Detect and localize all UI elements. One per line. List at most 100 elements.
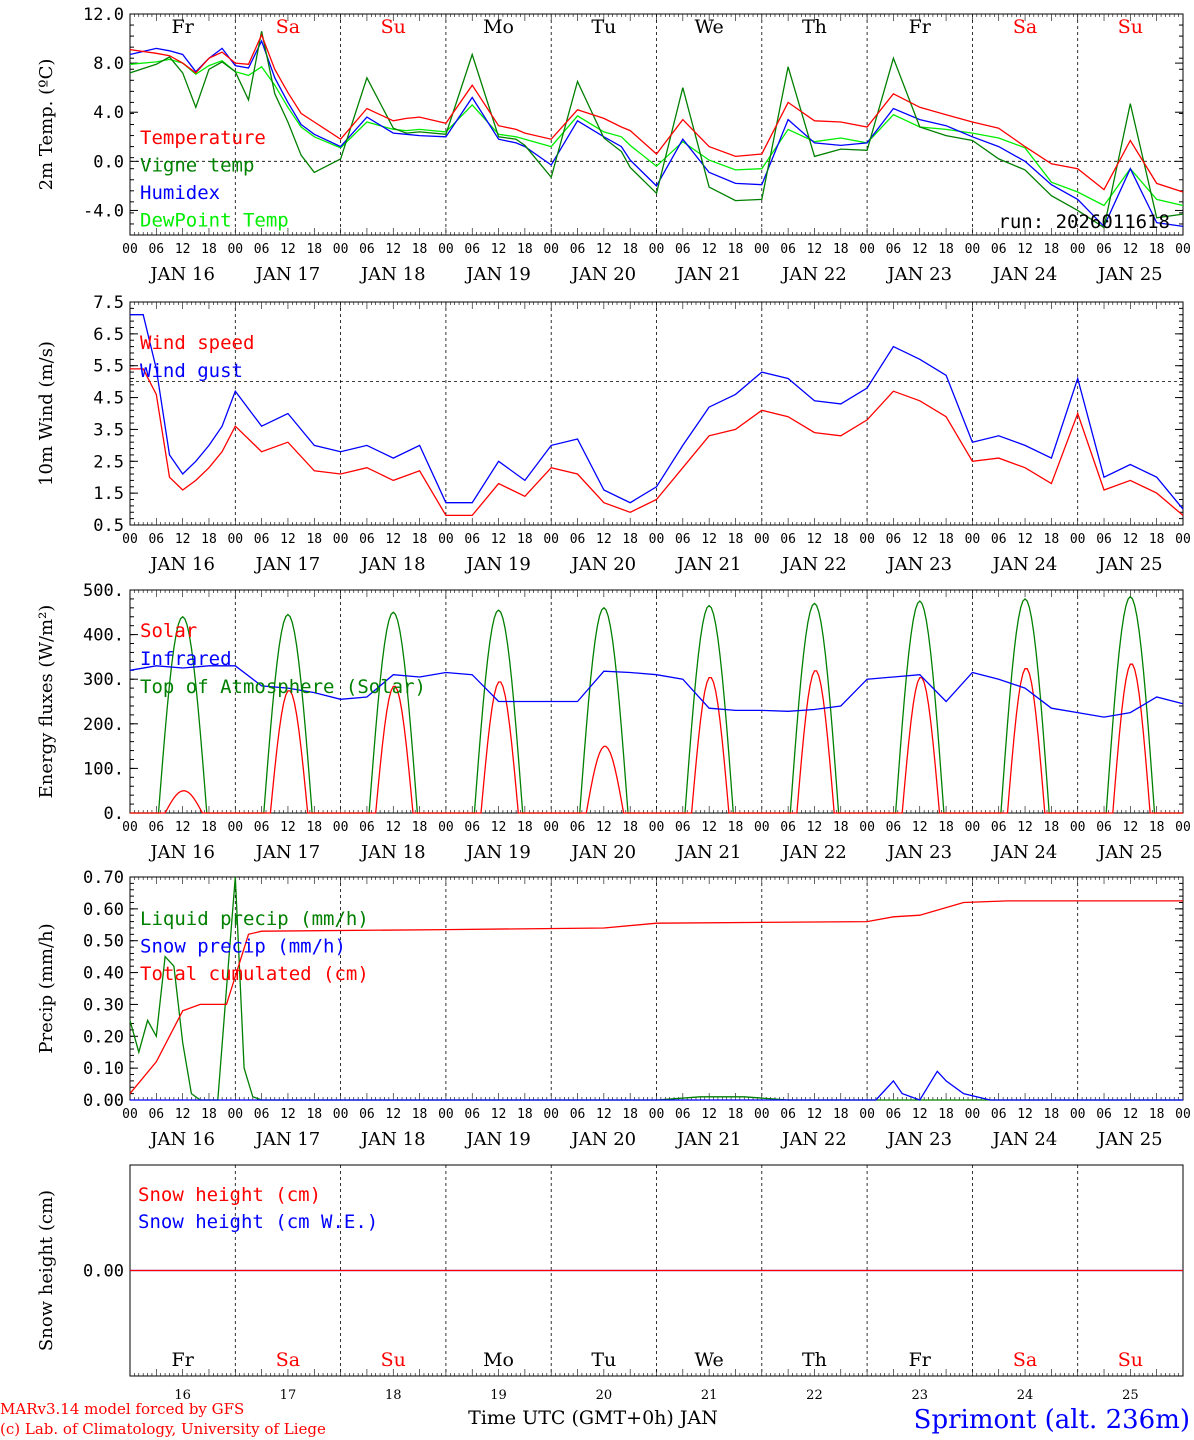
x-date-label: JAN 21	[675, 554, 742, 575]
x-date-label: JAN 18	[359, 264, 426, 285]
x-hour-label: 00	[1175, 820, 1191, 835]
x-date-label: JAN 16	[148, 554, 215, 575]
x-date-label: JAN 20	[570, 554, 637, 575]
y-tick-label: 0.00	[83, 1262, 124, 1282]
x-date-label: JAN 16	[148, 264, 215, 285]
x-date-label: JAN 23	[885, 842, 952, 863]
x-hour-label: 12	[1017, 242, 1033, 257]
x-hour-label: 18	[201, 820, 217, 835]
x-hour-label: 00	[333, 820, 349, 835]
x-hour-label: 00	[859, 820, 875, 835]
x-hour-label: 18	[306, 532, 322, 547]
run-label: run: 2026011618	[998, 211, 1170, 233]
x-hour-label: 12	[912, 820, 928, 835]
weekday-label: Fr	[172, 1349, 195, 1371]
weekday-label: Th	[802, 16, 827, 38]
day-number-label: 17	[280, 1388, 297, 1403]
x-hour-label: 12	[807, 820, 823, 835]
x-date-label: JAN 23	[885, 554, 952, 575]
x-hour-label: 06	[991, 1107, 1007, 1122]
x-hour-label: 06	[148, 1107, 164, 1122]
x-hour-label: 18	[728, 242, 744, 257]
series-line-vigne-temp	[129, 31, 1184, 229]
x-hour-label: 00	[333, 532, 349, 547]
x-hour-label: 00	[543, 242, 559, 257]
x-hour-label: 18	[306, 820, 322, 835]
y-tick-label: -4.0	[83, 201, 124, 221]
x-hour-label: 00	[438, 1107, 454, 1122]
x-hour-label: 00	[859, 532, 875, 547]
y-tick-label: 4.5	[93, 389, 124, 409]
panel-snow: 0.00 Snow height (cm) Snow height (cm) Snow…	[36, 1164, 1184, 1403]
x-hour-label: 18	[1149, 820, 1165, 835]
y-tick-label: 0.40	[83, 964, 124, 984]
x-hour-label: 06	[254, 242, 270, 257]
x-hour-label: 18	[938, 242, 954, 257]
x-hour-label: 00	[859, 1107, 875, 1122]
x-hour-label: 06	[464, 532, 480, 547]
x-hour-label: 06	[780, 820, 796, 835]
x-date-label: JAN 24	[991, 554, 1058, 575]
x-hour-label: 00	[227, 242, 243, 257]
series-line-infrared	[129, 665, 1184, 718]
x-hour-label: 00	[649, 1107, 665, 1122]
x-hour-label: 00	[122, 242, 138, 257]
x-date-label: JAN 20	[570, 264, 637, 285]
x-date-label: JAN 19	[464, 1129, 531, 1150]
x-hour-label: 00	[649, 242, 665, 257]
x-hour-label: 12	[385, 242, 401, 257]
x-hour-label: 06	[359, 242, 375, 257]
x-hour-label: 18	[1149, 532, 1165, 547]
day-number-label: 23	[911, 1388, 928, 1403]
x-hour-label: 00	[543, 1107, 559, 1122]
station-name: Sprimont (alt. 236m)	[914, 1405, 1190, 1435]
y-axis-label: Precip (mm/h)	[36, 923, 57, 1053]
x-hour-label: 00	[543, 820, 559, 835]
x-hour-label: 06	[1096, 242, 1112, 257]
y-tick-label: 200.	[83, 715, 124, 735]
x-hour-label: 18	[622, 532, 638, 547]
x-hour-label: 00	[543, 532, 559, 547]
x-hour-label: 18	[201, 242, 217, 257]
x-hour-label: 00	[754, 1107, 770, 1122]
x-hour-label: 00	[227, 1107, 243, 1122]
x-hour-label: 00	[965, 820, 981, 835]
y-tick-label: 0.20	[83, 1027, 124, 1047]
x-hour-label: 18	[622, 242, 638, 257]
y-tick-label: 4.0	[93, 103, 124, 123]
x-hour-label: 12	[596, 820, 612, 835]
y-tick-label: 12.0	[83, 5, 124, 25]
x-hour-label: 18	[412, 1107, 428, 1122]
x-date-label: JAN 21	[675, 1129, 742, 1150]
x-date-label: JAN 19	[464, 842, 531, 863]
x-hour-label: 18	[622, 1107, 638, 1122]
x-date-label: JAN 19	[464, 554, 531, 575]
x-hour-label: 18	[1044, 532, 1060, 547]
x-hour-label: 06	[886, 1107, 902, 1122]
x-hour-label: 06	[148, 242, 164, 257]
legend-entry: Wind speed	[140, 332, 254, 354]
x-hour-label: 00	[1070, 532, 1086, 547]
x-hour-label: 00	[438, 820, 454, 835]
weekday-label: Su	[381, 16, 406, 38]
y-tick-label: 0.5	[93, 516, 124, 536]
x-date-label: JAN 25	[1096, 1129, 1163, 1150]
y-tick-label: 0.30	[83, 995, 124, 1015]
x-hour-label: 00	[1070, 1107, 1086, 1122]
x-hour-label: 00	[227, 532, 243, 547]
x-hour-label: 00	[122, 1107, 138, 1122]
x-date-label: JAN 17	[254, 1129, 321, 1150]
day-number-label: 25	[1122, 1388, 1139, 1403]
x-hour-label: 00	[1175, 1107, 1191, 1122]
x-date-label: JAN 22	[780, 1129, 847, 1150]
x-hour-label: 06	[780, 242, 796, 257]
x-hour-label: 00	[965, 532, 981, 547]
x-hour-label: 00	[227, 820, 243, 835]
x-hour-label: 00	[965, 1107, 981, 1122]
x-hour-label: 12	[385, 532, 401, 547]
x-hour-label: 12	[912, 242, 928, 257]
x-hour-label: 00	[1175, 242, 1191, 257]
x-hour-label: 18	[622, 820, 638, 835]
y-tick-label: 5.5	[93, 357, 124, 377]
